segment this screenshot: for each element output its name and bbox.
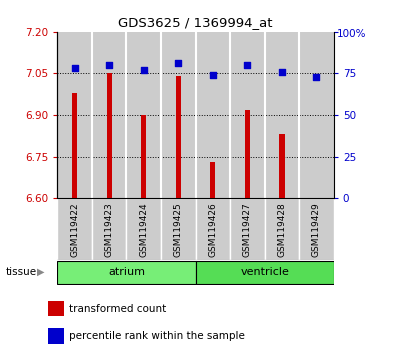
Text: GSM119423: GSM119423 (105, 202, 114, 257)
Bar (196, 198, 230, 260)
Bar (299, 198, 334, 260)
Text: transformed count: transformed count (69, 303, 166, 314)
Point (71, 65, 78, 71)
Text: ▶: ▶ (37, 267, 44, 277)
Bar (161, 198, 196, 260)
Text: GSM119426: GSM119426 (208, 202, 217, 257)
Bar (48, 301, 64, 316)
Text: GSM119429: GSM119429 (312, 202, 321, 257)
Bar (57, 32, 92, 198)
Bar (230, 198, 265, 260)
Bar (57, 198, 92, 260)
Bar (196, 32, 230, 198)
Bar (57, 261, 196, 284)
Bar (141, 115, 146, 198)
Text: GSM119424: GSM119424 (139, 202, 148, 257)
Point (244, 62, 250, 68)
Text: tissue: tissue (6, 267, 37, 277)
Bar (279, 135, 284, 198)
Title: GDS3625 / 1369994_at: GDS3625 / 1369994_at (118, 16, 273, 29)
Bar (161, 32, 196, 198)
Bar (107, 74, 112, 198)
Point (313, 74, 320, 80)
Text: percentile rank within the sample: percentile rank within the sample (69, 331, 245, 341)
Text: GSM119427: GSM119427 (243, 202, 252, 257)
Text: GSM119422: GSM119422 (70, 202, 79, 257)
Text: 100%: 100% (337, 29, 367, 39)
Bar (299, 32, 334, 198)
Bar (245, 109, 250, 198)
Text: ventricle: ventricle (240, 267, 289, 277)
Bar (126, 198, 161, 260)
Bar (196, 261, 334, 284)
Point (141, 67, 147, 73)
Bar (176, 76, 181, 198)
Bar (210, 162, 215, 198)
Bar (265, 198, 299, 260)
Bar (48, 328, 64, 344)
Bar (72, 93, 77, 198)
Point (279, 69, 285, 75)
Bar (92, 198, 126, 260)
Text: GSM119425: GSM119425 (174, 202, 183, 257)
Point (106, 62, 112, 68)
Text: GSM119428: GSM119428 (277, 202, 286, 257)
Bar (265, 32, 299, 198)
Bar (126, 32, 161, 198)
Bar (230, 32, 265, 198)
Point (175, 61, 181, 66)
Bar (92, 32, 126, 198)
Point (210, 72, 216, 78)
Text: atrium: atrium (108, 267, 145, 277)
